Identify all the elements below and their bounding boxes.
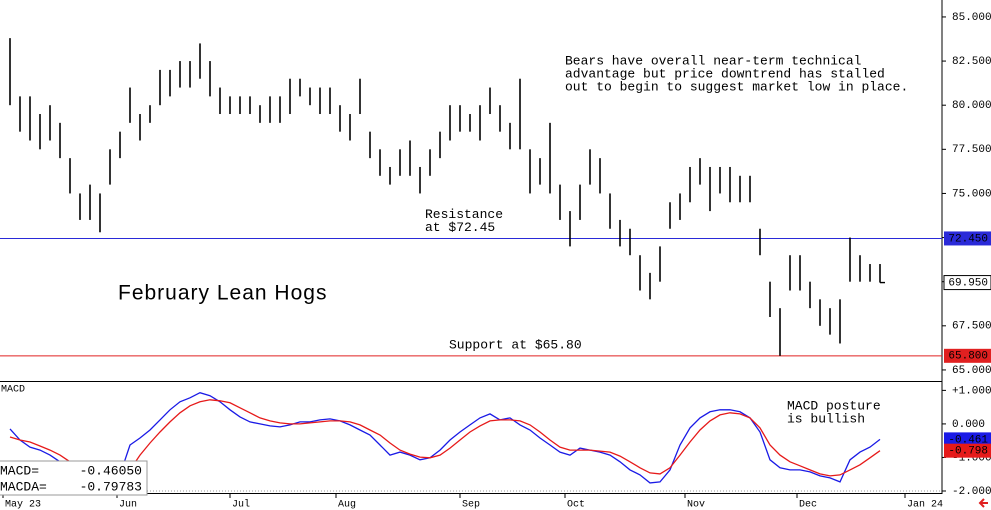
x-tick-label: Sep <box>462 500 480 510</box>
macd-line <box>9 399 881 488</box>
panel-label: MACD <box>1 385 25 396</box>
value-tag-label: -0.461 <box>948 434 988 446</box>
level-tag-label: 65.800 <box>948 351 988 363</box>
x-tick-label: Dec <box>799 500 817 510</box>
y-tick-label: +1.000 <box>952 385 991 397</box>
level-tag <box>944 231 991 246</box>
level-tag <box>944 348 991 363</box>
x-tick-label: Oct <box>567 500 585 510</box>
value-tag <box>944 432 991 447</box>
level-tag-label: 72.450 <box>948 233 988 245</box>
x-tick-label: Nov <box>687 500 705 510</box>
value-tag <box>944 443 991 458</box>
scroll-arrow[interactable] <box>978 498 988 508</box>
level-label: Support at $65.80 <box>449 337 582 352</box>
y-tick-label: 65.000 <box>952 365 991 377</box>
y-tick-label: 77.500 <box>952 144 991 156</box>
annotation: advantage but price downtrend has stalle… <box>565 66 885 81</box>
last-tag-label: 69.950 <box>948 277 988 289</box>
y-tick-label: 82.500 <box>952 56 991 68</box>
x-tick-label: Jun <box>119 500 137 510</box>
last-tag <box>943 275 991 291</box>
readout-box <box>0 460 148 496</box>
annotation: MACD posture <box>787 398 881 413</box>
x-tick-label: May 23 <box>5 500 41 510</box>
y-tick-label: -2.000 <box>952 486 991 498</box>
y-tick-label: 67.500 <box>952 321 991 333</box>
macd-line <box>9 392 881 491</box>
annotation: is bullish <box>787 411 865 426</box>
y-tick-label: 80.000 <box>952 100 991 112</box>
readout-label: MACD= <box>0 463 39 478</box>
chart-title: February Lean Hogs <box>118 282 327 305</box>
annotation: out to begin to suggest market low in pl… <box>565 79 908 94</box>
level-label: at $72.45 <box>425 220 495 235</box>
readout-label: MACDA= <box>0 479 47 494</box>
y-tick-label: 0.000 <box>952 419 985 431</box>
x-tick-label: Jul <box>232 499 250 510</box>
x-tick-label: Aug <box>338 500 356 510</box>
annotation: Bears have overall near-term technical <box>565 53 862 68</box>
readout-value: -0.46050 <box>80 463 142 478</box>
value-tag-label: -0.798 <box>948 446 988 458</box>
y-tick-label: 75.000 <box>952 188 991 200</box>
y-tick-label: 85.000 <box>952 12 991 24</box>
x-tick-label: Jan 24 <box>907 500 943 510</box>
readout-value: -0.79783 <box>80 479 142 494</box>
level-label: Resistance <box>425 207 503 222</box>
